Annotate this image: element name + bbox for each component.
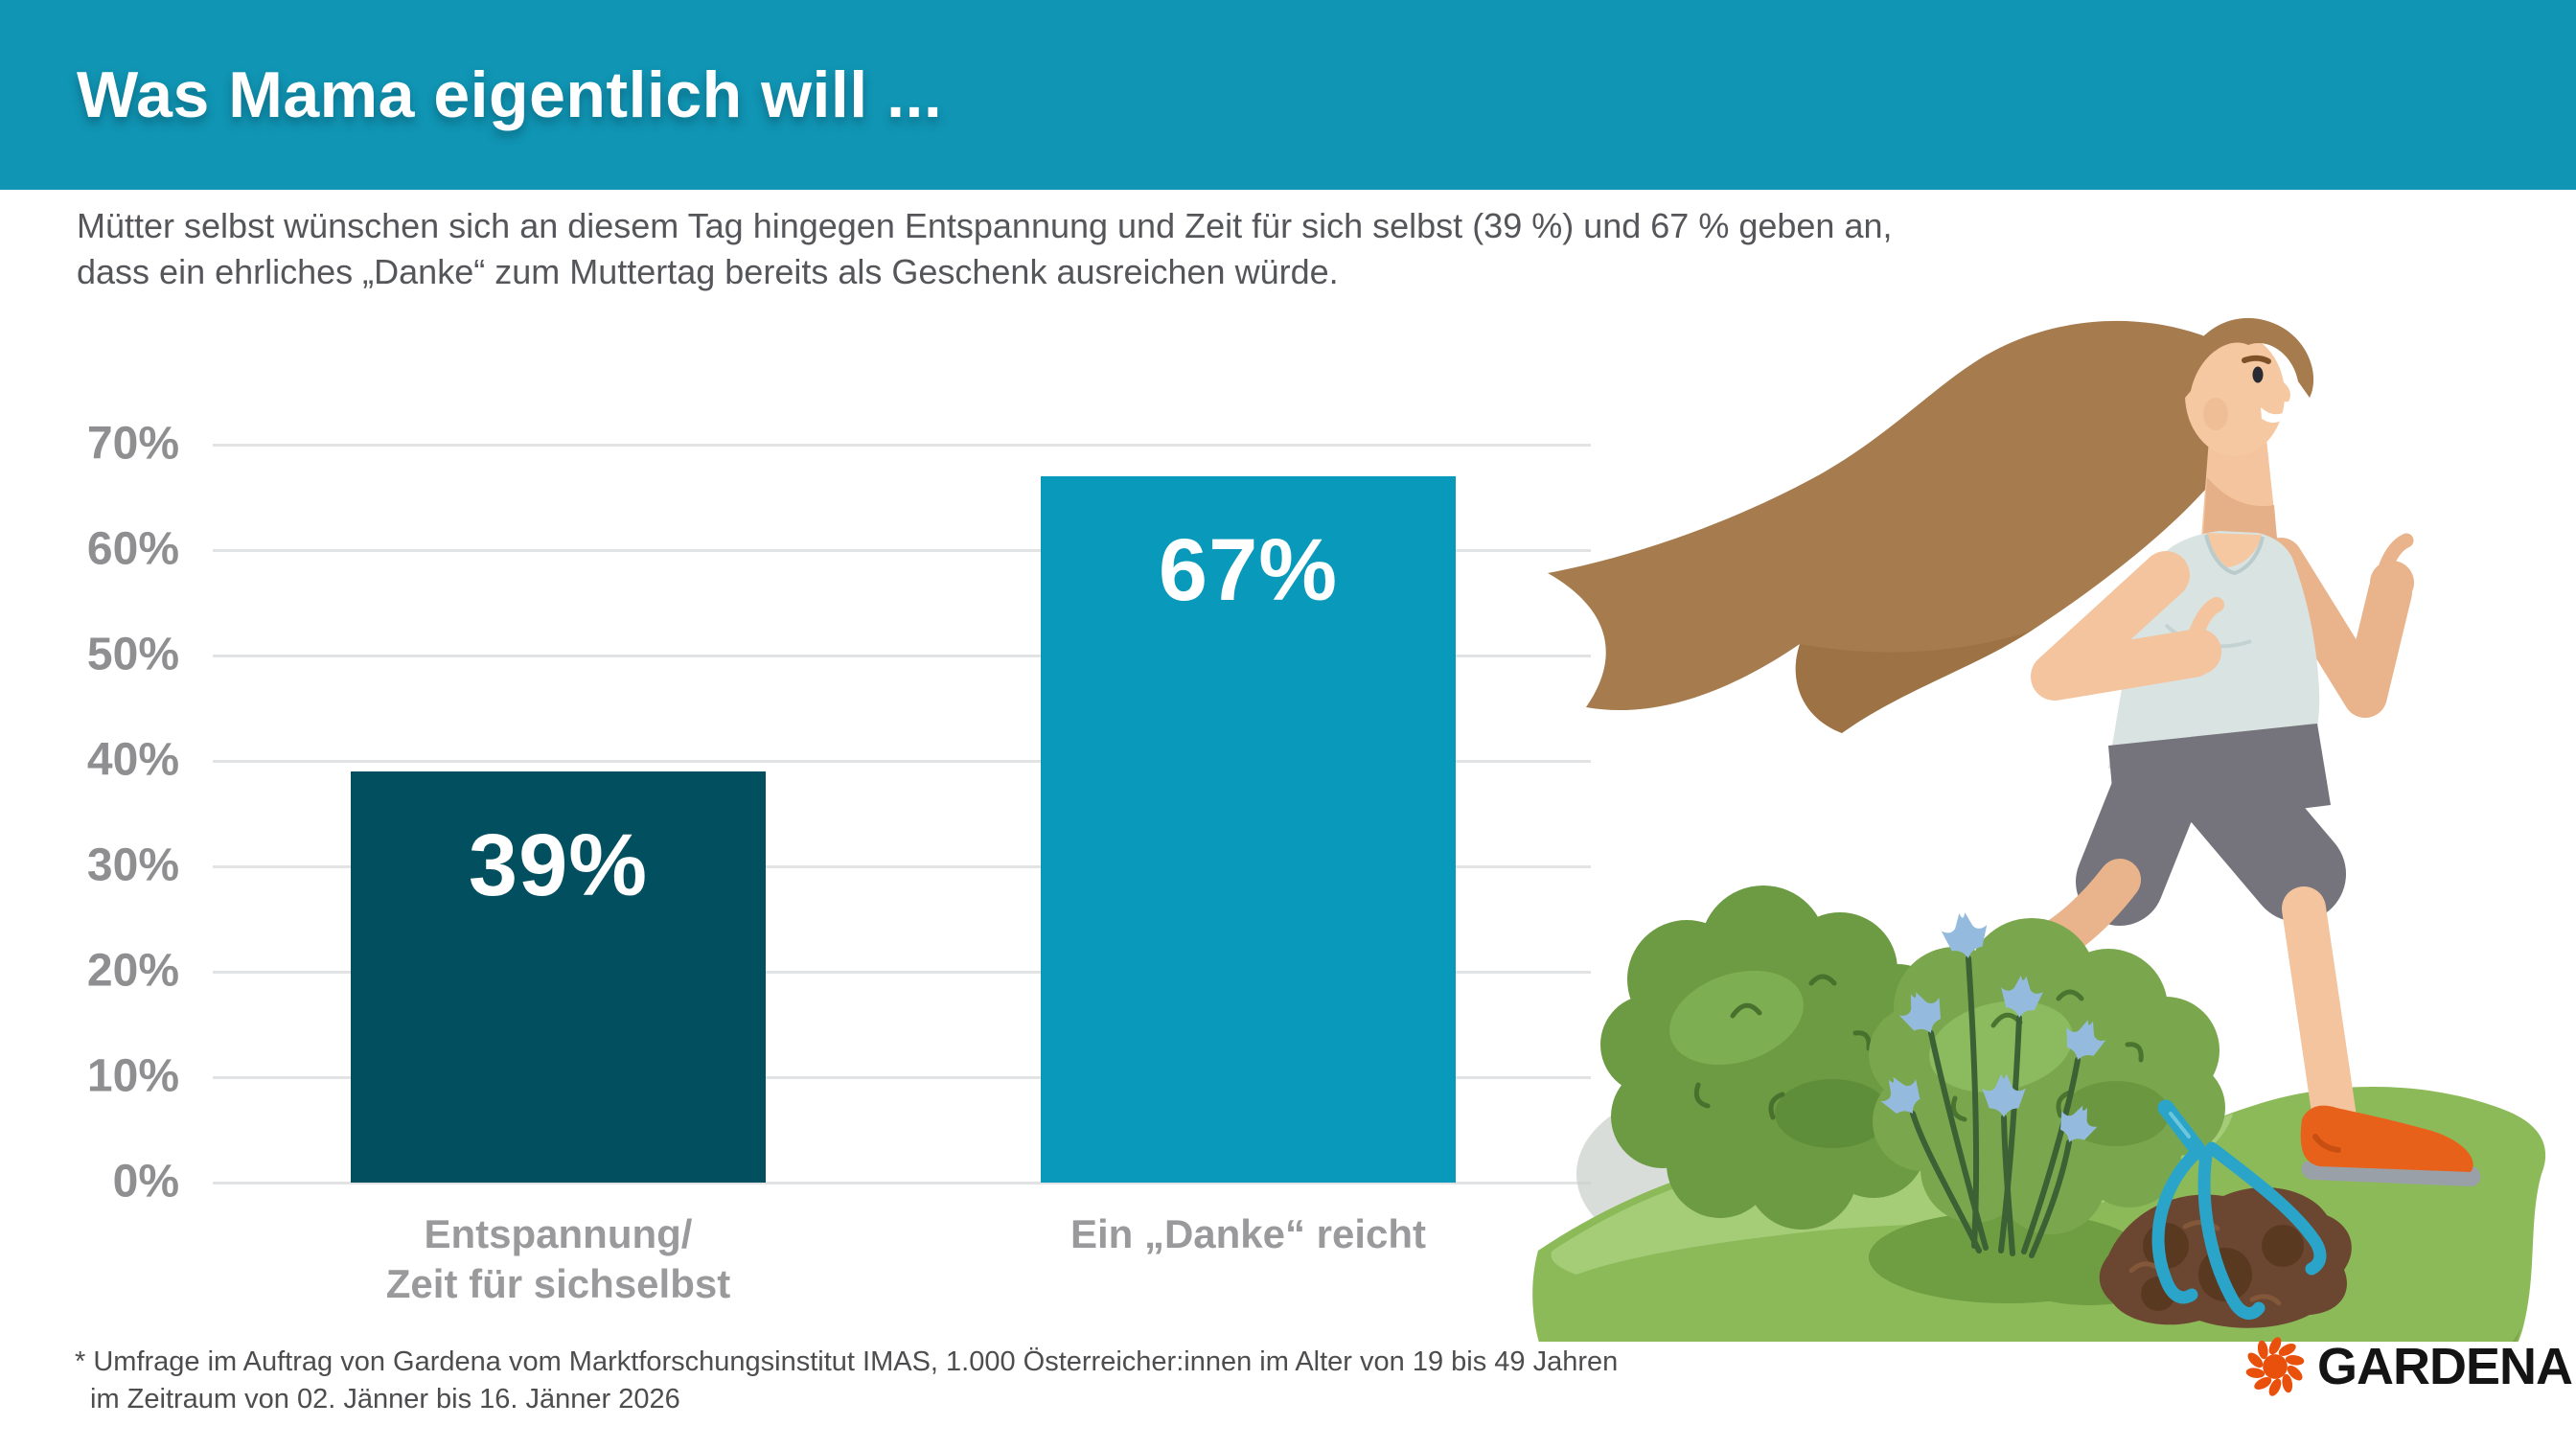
gardena-wordmark: GARDENA — [2317, 1338, 2573, 1395]
bar-chart-plot: 39% 67% — [213, 444, 1591, 1184]
gridline — [213, 1076, 1591, 1079]
gridline — [213, 655, 1591, 657]
bar-value-label: 39% — [468, 816, 649, 914]
y-axis-labels: 70% 60% 50% 40% 30% 20% 10% 0% — [0, 418, 179, 1207]
y-tick-label: 70% — [86, 418, 179, 470]
gridline — [213, 1182, 1591, 1184]
y-tick-label: 10% — [86, 1050, 179, 1102]
y-tick-label: 40% — [86, 734, 179, 786]
footnote-line-2: im Zeitraum von 02. Jänner bis 16. Jänne… — [90, 1384, 680, 1414]
category-label-entspannung: Entspannung/ Zeit für sichselbst — [385, 1211, 731, 1306]
gridline — [213, 865, 1591, 868]
jogging-woman-illustration — [1532, 317, 2546, 1342]
gardena-logo: GARDENA — [2242, 1334, 2573, 1399]
y-tick-label: 60% — [86, 523, 179, 575]
intro-text: Mütter selbst wünschen sich an diesem Ta… — [77, 203, 2511, 295]
gridline — [213, 971, 1591, 974]
y-tick-label: 50% — [86, 629, 179, 680]
gardena-sun-icon — [2245, 1337, 2305, 1396]
footnote: * Umfrage im Auftrag von Gardena vom Mar… — [75, 1344, 1618, 1418]
blue-flowers — [1880, 912, 2106, 1258]
y-tick-label: 20% — [86, 945, 179, 997]
gridline — [213, 549, 1591, 552]
intro-line-2: dass ein ehrliches „Danke“ zum Muttertag… — [77, 252, 1339, 291]
y-tick-label: 0% — [112, 1156, 179, 1208]
y-tick-label: 30% — [86, 840, 179, 891]
bar-entspannung: 39% — [351, 771, 766, 1183]
gridline — [213, 760, 1591, 763]
bar-value-label: 67% — [1158, 521, 1339, 619]
bar-danke-reicht: 67% — [1041, 476, 1456, 1183]
header-bar: Was Mama eigentlich will ... — [0, 0, 2576, 190]
intro-line-1: Mütter selbst wünschen sich an diesem Ta… — [77, 206, 1893, 245]
category-label-danke: Ein „Danke“ reicht — [1070, 1211, 1427, 1256]
page-title: Was Mama eigentlich will ... — [77, 58, 943, 131]
footnote-line-1: * Umfrage im Auftrag von Gardena vom Mar… — [75, 1346, 1619, 1377]
gridline — [213, 444, 1591, 447]
